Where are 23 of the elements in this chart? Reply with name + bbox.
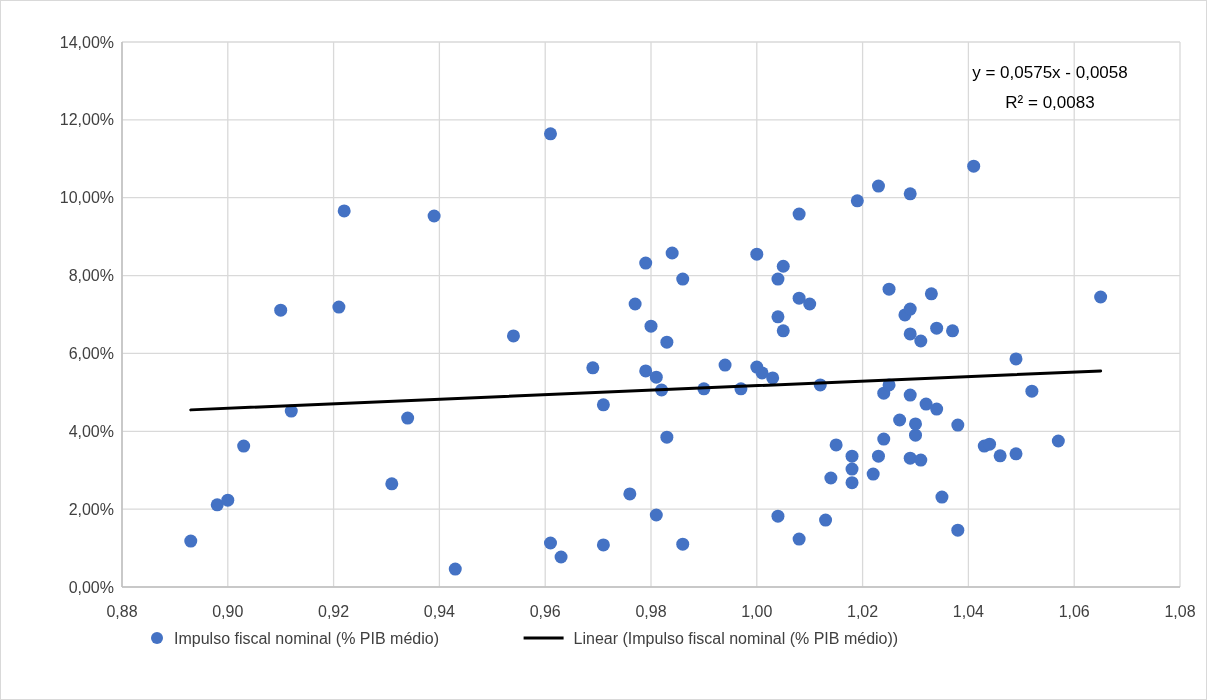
legend-label: Impulso fiscal nominal (% PIB médio): [174, 630, 439, 647]
x-tick-label: 1,08: [1164, 603, 1196, 620]
annotation: y = 0,0575x - 0,0058: [972, 63, 1128, 82]
annotation: R² = 0,0083: [1005, 93, 1095, 112]
x-tick-label: 1,04: [952, 603, 985, 620]
y-tick-label: 10,00%: [59, 189, 114, 207]
x-tick-label: 0,94: [423, 603, 456, 620]
y-tick-label: 2,00%: [68, 500, 114, 518]
x-tick-label: 0,90: [212, 603, 244, 620]
y-tick-label: 4,00%: [68, 422, 114, 440]
x-tick-label: 1,00: [741, 603, 773, 620]
x-tick-label: 0,98: [635, 603, 667, 620]
y-tick-label: 6,00%: [68, 345, 114, 363]
x-tick-label: 1,06: [1058, 603, 1090, 620]
y-tick-label: 0,00%: [68, 578, 114, 596]
x-tick-label: 0,88: [106, 603, 138, 620]
y-tick-label: 14,00%: [59, 33, 114, 51]
x-tick-label: 1,02: [847, 603, 879, 620]
legend-label: Linear (Impulso fiscal nominal (% PIB médio)): [573, 630, 899, 647]
y-tick-label: 12,00%: [59, 111, 114, 129]
x-tick-label: 0,96: [529, 603, 561, 620]
x-tick-label: 0,92: [318, 603, 350, 620]
y-tick-label: 8,00%: [68, 267, 114, 285]
